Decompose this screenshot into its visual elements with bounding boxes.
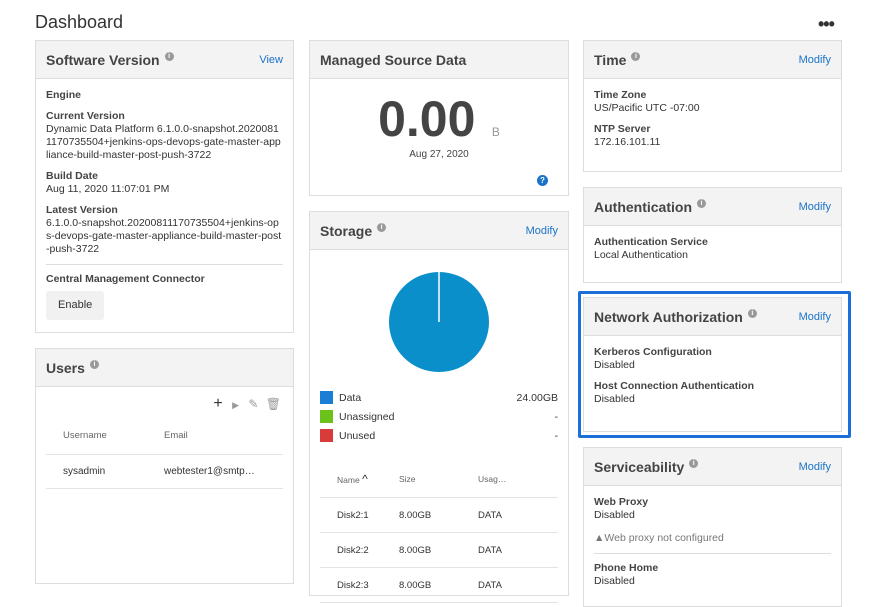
authentication-panel: Authentication i Modify Authentication Ser… (583, 187, 842, 283)
phone-home-label: Phone Home (594, 562, 659, 574)
software-version-panel: Software Version i View Engine Current Ver… (35, 40, 294, 333)
info-icon[interactable]: i (631, 52, 641, 61)
panel-title: Software Version (46, 51, 160, 68)
panel-title: Storage (320, 222, 373, 239)
panel-title: Managed Source Data (320, 51, 467, 68)
table-row[interactable]: sysadmin webtester1@smtp… (46, 455, 283, 489)
host-auth-value: Disabled (594, 393, 635, 405)
view-link[interactable]: View (259, 53, 283, 66)
enable-button[interactable]: Enable (46, 291, 105, 320)
cmc-label: Central Management Connector (46, 273, 205, 285)
table-row[interactable]: Disk2:2 8.00GB DATA (320, 533, 558, 568)
table-row[interactable]: Disk2:3 8.00GB DATA (320, 568, 558, 603)
serviceability-panel: Serviceability i Modify Web Proxy Disabled … (583, 447, 842, 607)
trash-icon[interactable]: 🗑 (265, 397, 281, 411)
build-date-value: Aug 11, 2020 11:07:01 PM (46, 183, 170, 195)
build-date-label: Build Date (46, 170, 98, 182)
page-title: Dashboard (35, 12, 124, 32)
ntp-server-value: 172.16.101.11 (594, 136, 661, 148)
auth-service-label: Authentication Service (594, 236, 708, 248)
username-cell: sysadmin (63, 466, 106, 477)
legend-swatch (320, 429, 333, 442)
legend-swatch (320, 410, 333, 423)
legend-swatch (320, 391, 333, 404)
play-icon[interactable]: ▶ (232, 400, 240, 410)
latest-version-value: 6.1.0.0-snapshot.20200811170735504+jenki… (46, 217, 282, 255)
column-size[interactable]: Size (399, 474, 416, 484)
modify-link[interactable]: Modify (798, 53, 831, 66)
legend-item-data: Data 24.00GB (320, 388, 558, 407)
managed-source-data-panel: Managed Source Data 0.00 B Aug 27, 2020 … (309, 40, 569, 196)
info-icon[interactable]: i (747, 309, 757, 318)
latest-version-label: Latest Version (46, 204, 118, 216)
panel-title: Users (46, 359, 85, 376)
storage-panel: Storage i Modify Data 24.00GB Unassigned - U… (309, 211, 569, 603)
ntp-server-label: NTP Server (594, 123, 651, 135)
panel-title: Network Authorization (594, 308, 743, 325)
web-proxy-warning: Web proxy not configured (604, 532, 724, 544)
legend-item-unassigned: Unassigned - (320, 407, 558, 426)
more-horizontal-icon[interactable]: ••• (818, 14, 835, 34)
info-icon[interactable]: i (164, 52, 174, 61)
panel-title: Authentication (594, 198, 692, 215)
column-usage[interactable]: Usag… (478, 474, 507, 484)
time-zone-value: US/Pacific UTC -07:00 (594, 102, 700, 114)
column-name[interactable]: Name ^ (337, 472, 368, 486)
kerberos-value: Disabled (594, 359, 635, 371)
panel-title: Time (594, 51, 627, 68)
table-row[interactable]: Disk2:1 8.00GB DATA (320, 498, 558, 533)
info-icon[interactable]: i (697, 199, 706, 208)
sort-ascending-icon: ^ (362, 472, 368, 486)
managed-date: Aug 27, 2020 (409, 149, 469, 160)
column-email[interactable]: Email (164, 430, 188, 441)
help-icon[interactable]: ? (537, 175, 548, 186)
email-cell: webtester1@smtp… (164, 466, 255, 477)
info-icon[interactable]: i (89, 360, 99, 369)
warning-icon: ▲ (594, 532, 605, 544)
kerberos-label: Kerberos Configuration (594, 346, 712, 358)
panel-title: Serviceability (594, 458, 685, 475)
users-panel: Users i + ▶ ✎ 🗑 Username Email sysadmin web… (35, 348, 294, 584)
time-zone-label: Time Zone (594, 89, 647, 101)
info-icon[interactable]: i (689, 459, 699, 468)
modify-link[interactable]: Modify (525, 224, 558, 237)
network-authorization-panel: Network Authorization i Modify Kerberos Co… (583, 297, 842, 432)
highlight-box (578, 291, 851, 438)
edit-icon[interactable]: ✎ (248, 397, 259, 411)
phone-home-value: Disabled (594, 575, 635, 587)
engine-label: Engine (46, 89, 82, 101)
modify-link[interactable]: Modify (798, 200, 831, 213)
modify-link[interactable]: Modify (798, 460, 831, 473)
add-icon[interactable]: + (213, 395, 223, 412)
managed-unit: B (491, 125, 500, 139)
current-version-label: Current Version (46, 110, 125, 122)
modify-link[interactable]: Modify (798, 310, 831, 323)
legend-item-unused: Unused - (320, 426, 558, 445)
info-icon[interactable]: i (377, 223, 387, 232)
time-panel: Time i Modify Time Zone US/Pacific UTC -07:… (583, 40, 842, 172)
host-auth-label: Host Connection Authentication (594, 380, 755, 392)
web-proxy-value: Disabled (594, 509, 635, 521)
managed-value: 0.00 (378, 91, 476, 147)
storage-pie-chart (389, 272, 489, 372)
current-version-value: Dynamic Data Platform 6.1.0.0-snapshot.2… (46, 123, 281, 161)
column-username[interactable]: Username (63, 430, 107, 441)
web-proxy-label: Web Proxy (594, 496, 649, 508)
auth-service-value: Local Authentication (594, 249, 688, 261)
